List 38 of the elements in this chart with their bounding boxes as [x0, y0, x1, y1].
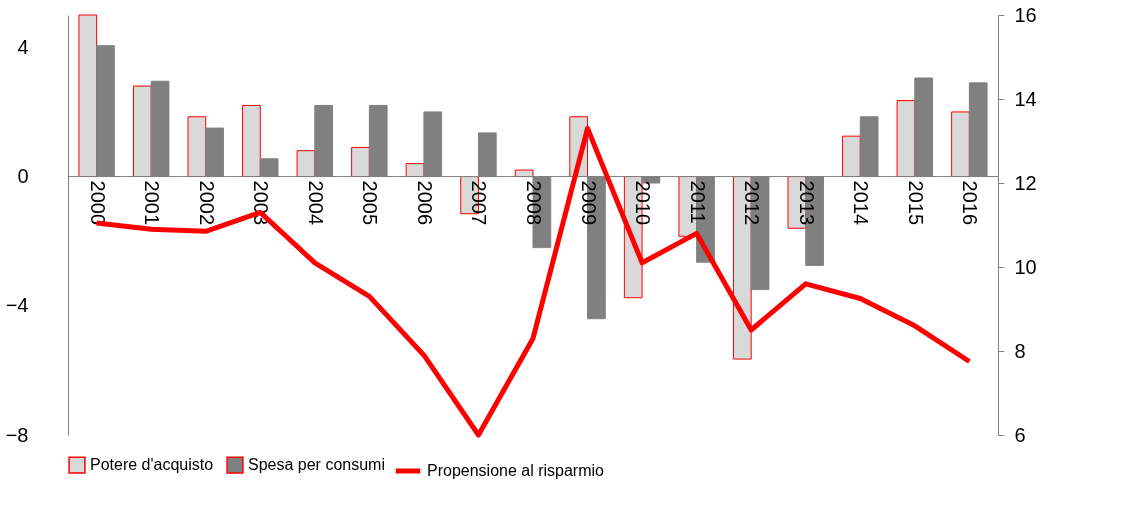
y-tick-label: 4	[17, 35, 29, 58]
bar	[132, 85, 152, 178]
x-tick-label: 2014	[850, 180, 873, 226]
x-tick-label: 2015	[904, 180, 927, 226]
x-tick-label: 2010	[632, 180, 655, 226]
y2-tick-label: 6	[1014, 423, 1026, 446]
legend-label: Potere d'acquisto	[90, 456, 214, 474]
x-tick-label: 2009	[577, 180, 600, 226]
bar	[951, 111, 970, 178]
y2-tick-label: 14	[1014, 87, 1037, 110]
bar	[78, 14, 98, 178]
x-tick-label: 2007	[468, 180, 491, 226]
y2-tick-label: 16	[1014, 3, 1037, 26]
x-tick-label: 2005	[359, 180, 382, 226]
x-tick-label: 2012	[741, 180, 764, 226]
y-tick-label: −4	[5, 294, 29, 317]
x-tick-label: 2001	[141, 180, 164, 226]
bar	[242, 104, 261, 178]
y-tick-label: −8	[5, 423, 29, 446]
bar	[351, 146, 370, 178]
x-tick-label: 2011	[686, 180, 709, 224]
x-tick-label: 2013	[795, 180, 818, 226]
x-tick-label: 2002	[195, 180, 218, 226]
legend-label: Spesa per consumi	[248, 456, 385, 474]
bar	[896, 100, 916, 178]
y2-tick-label: 12	[1014, 171, 1037, 194]
legend-label: Propensione al risparmio	[427, 462, 605, 479]
bar	[296, 150, 316, 178]
x-tick-label: 2004	[304, 180, 327, 226]
y2-tick-label: 8	[1014, 339, 1026, 362]
bar	[187, 116, 207, 178]
y2-tick-label: 10	[1014, 255, 1037, 278]
x-tick-label: 2006	[413, 180, 436, 226]
y-tick-label: 0	[17, 165, 29, 188]
bar	[514, 169, 534, 178]
x-tick-label: 2016	[959, 180, 982, 226]
bar	[842, 135, 861, 178]
x-tick-label: 2008	[523, 180, 545, 226]
